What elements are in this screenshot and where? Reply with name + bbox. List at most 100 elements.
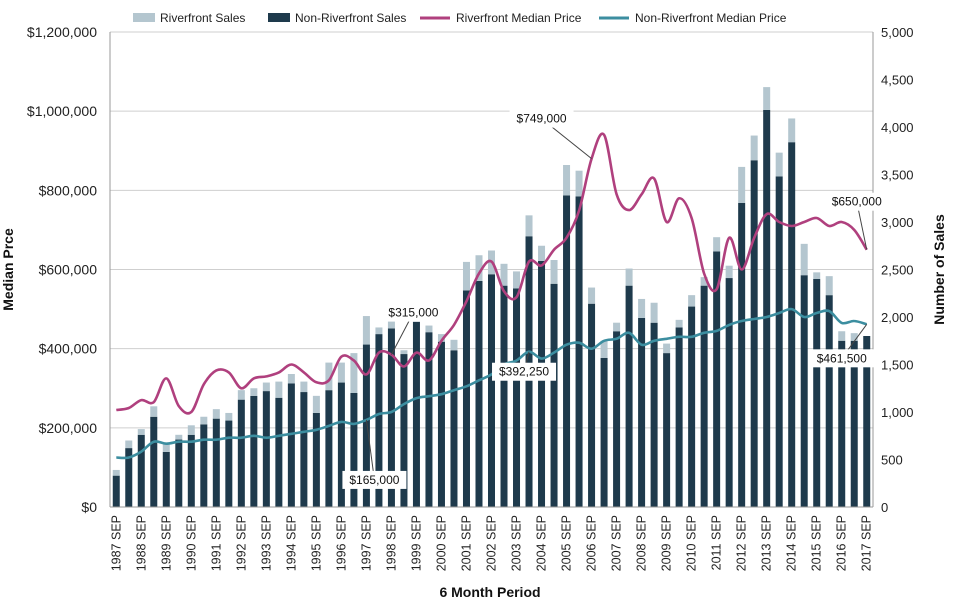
- non-riverfront-sales-bar: [563, 195, 571, 507]
- riverfront-sales-bar: [738, 166, 746, 203]
- riverfront-sales-bar: [175, 434, 183, 440]
- riverfront-sales-bar: [400, 350, 408, 355]
- non-riverfront-sales-bar: [713, 251, 721, 507]
- non-riverfront-sales-bar: [387, 328, 395, 507]
- riverfront-sales-bar: [650, 302, 658, 323]
- x-tick-label: 2011 SEP: [710, 515, 724, 570]
- x-tick-label: 1987 SEP: [109, 515, 123, 571]
- riverfront-sales-bar: [500, 263, 508, 286]
- non-riverfront-sales-bar: [450, 350, 458, 507]
- non-riverfront-sales-bar: [538, 260, 546, 507]
- non-riverfront-sales-bar: [788, 142, 796, 507]
- legend: Riverfront Sales Non-Riverfront Sales Rive…: [133, 11, 787, 25]
- x-tick-label: 2006 SEP: [585, 515, 599, 571]
- riverfront-sales-bar: [538, 245, 546, 261]
- riverfront-sales-bar: [462, 261, 470, 291]
- riverfront-sales-bar: [563, 165, 571, 196]
- riverfront-sales-bar: [775, 152, 783, 177]
- y-left-tick-label: $400,000: [39, 341, 98, 357]
- non-riverfront-sales-bar: [700, 285, 708, 507]
- callout-label: $315,000: [388, 306, 438, 320]
- y-left-tick-label: $1,000,000: [27, 103, 97, 119]
- riverfront-sales-bar: [150, 406, 158, 417]
- callout: $749,000: [509, 109, 592, 160]
- x-tick-label: 2000 SEP: [435, 515, 449, 571]
- non-riverfront-sales-bar: [750, 160, 758, 507]
- riverfront-sales-bar: [387, 320, 395, 329]
- y-right-tick-label: 4,000: [881, 120, 914, 135]
- callout-leader: [365, 419, 375, 480]
- y-right-tick-label: 4,500: [881, 73, 914, 88]
- non-riverfront-sales-bar: [375, 334, 383, 507]
- non-riverfront-sales-bar: [550, 283, 558, 507]
- y-right-tick-label: 500: [881, 453, 903, 468]
- riverfront-sales-bar: [813, 272, 821, 279]
- callout-label: $461,500: [817, 351, 867, 365]
- non-riverfront-sales-bar: [237, 399, 245, 507]
- riverfront-sales-bar: [350, 353, 358, 393]
- riverfront-sales-bar: [212, 409, 220, 419]
- x-tick-label: 1995 SEP: [309, 515, 323, 571]
- y-left-tick-label: $600,000: [39, 262, 98, 278]
- non-riverfront-sales-bar: [688, 306, 696, 507]
- non-riverfront-sales-bar: [175, 439, 183, 507]
- non-riverfront-sales-bar: [137, 434, 145, 507]
- non-riverfront-sales-bar: [337, 382, 345, 507]
- non-riverfront-sales-bar: [475, 280, 483, 507]
- riverfront-sales-bar: [750, 135, 758, 161]
- non-riverfront-sales-bar: [663, 353, 671, 507]
- y-left-axis-title: Median Prce: [0, 228, 16, 311]
- riverfront-sales-bar: [725, 265, 733, 279]
- riverfront-sales-bar: [187, 425, 195, 435]
- non-riverfront-sales-bar: [500, 285, 508, 507]
- riverfront-sales-bar: [325, 362, 333, 391]
- riverfront-sales-bar: [850, 333, 858, 341]
- riverfront-sales-bar: [688, 295, 696, 307]
- legend-swatch: [268, 13, 290, 22]
- riverfront-sales-bar: [613, 322, 621, 332]
- x-tick-label: 1992 SEP: [234, 515, 248, 571]
- x-tick-label: 2015 SEP: [810, 515, 824, 571]
- x-tick-label: 2005 SEP: [560, 515, 574, 571]
- riverfront-sales-bar: [575, 170, 583, 197]
- riverfront-sales-bar: [475, 255, 483, 281]
- riverfront-sales-bar: [713, 237, 721, 252]
- riverfront-sales-bar: [312, 395, 320, 413]
- legend-swatch: [133, 13, 155, 22]
- riverfront-sales-bar: [625, 268, 633, 286]
- y-left-tick-label: $200,000: [39, 420, 98, 436]
- riverfront-sales-bar: [437, 334, 445, 342]
- non-riverfront-sales-bar: [738, 203, 746, 507]
- riverfront-sales-bar: [287, 374, 295, 384]
- callout-box: [342, 470, 407, 489]
- callout: $315,000: [381, 303, 446, 355]
- riverfront-sales-bar: [162, 444, 170, 452]
- callout-box: [509, 109, 574, 128]
- riverfront-sales-bar: [663, 343, 671, 354]
- non-riverfront-sales-bar: [200, 424, 208, 507]
- x-tick-label: 1988 SEP: [134, 515, 148, 571]
- x-tick-label: 2007 SEP: [610, 515, 624, 571]
- non-riverfront-sales-bar: [287, 383, 295, 507]
- callout: $165,000: [342, 419, 407, 489]
- legend-label: Riverfront Median Price: [456, 11, 582, 25]
- non-riverfront-sales-bar: [487, 274, 496, 507]
- non-riverfront-sales-bar: [613, 331, 621, 507]
- callout-box: [381, 303, 446, 322]
- non-riverfront-sales-bar: [575, 196, 583, 507]
- non-riverfront-sales-bar: [250, 395, 258, 507]
- y-left-tick-label: $0: [81, 499, 97, 515]
- non-riverfront-sales-bar: [638, 317, 646, 507]
- non-riverfront-sales-bar: [588, 303, 596, 507]
- non-riverfront-sales-bar: [863, 336, 871, 507]
- non-riverfront-sales-bar: [150, 416, 158, 507]
- y-right-tick-label: 1,000: [881, 405, 914, 420]
- riverfront-sales-bar: [800, 243, 808, 276]
- legend-label: Non-Riverfront Median Price: [635, 11, 787, 25]
- riverfront-sales-bar: [763, 87, 771, 110]
- callout-box: [809, 349, 874, 368]
- riverfront-sales-bar: [300, 381, 308, 393]
- x-tick-label: 1999 SEP: [410, 515, 424, 571]
- non-riverfront-sales-bar: [300, 392, 308, 507]
